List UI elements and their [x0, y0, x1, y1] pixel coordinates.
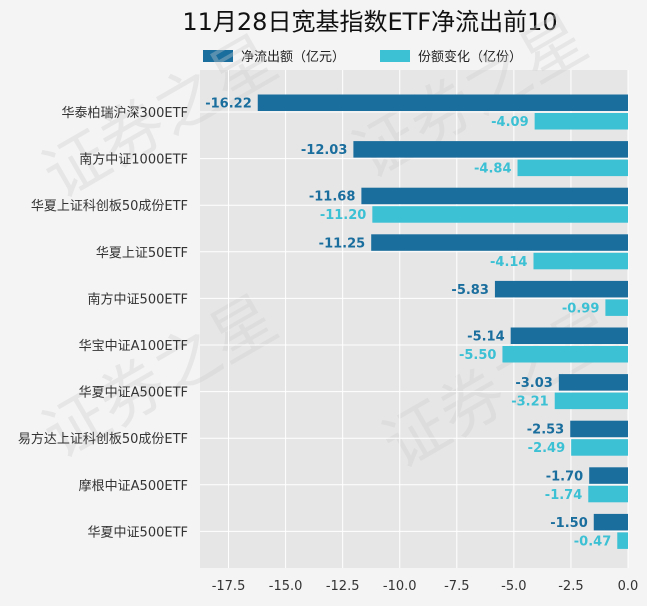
category-label: 华夏中证500ETF — [88, 525, 188, 540]
legend-label-share-change: 份额变化（亿份） — [418, 49, 522, 65]
data-label-net-outflow: -3.03 — [515, 376, 552, 391]
bar-net-outflow — [361, 187, 628, 205]
category-label: 摩根中证A500ETF — [79, 478, 188, 494]
bar-share-change — [605, 299, 628, 316]
data-label-net-outflow: -1.70 — [546, 469, 583, 484]
x-tick-label: -12.5 — [326, 579, 360, 594]
bar-share-change — [533, 252, 628, 270]
legend-swatch-share-change — [380, 50, 410, 62]
x-tick-label: -2.5 — [558, 579, 583, 594]
category-label: 南方中证1000ETF — [79, 152, 188, 168]
category-label: 华夏上证50ETF — [96, 246, 188, 261]
bar-net-outflow — [494, 280, 628, 298]
bar-share-change — [554, 392, 628, 410]
category-label: 南方中证500ETF — [88, 291, 188, 307]
category-label: 华夏上证科创板50成份ETF — [31, 199, 188, 214]
data-label-share-change: -11.20 — [320, 208, 367, 223]
x-tick-label: -15.0 — [269, 579, 303, 594]
data-label-share-change: -0.99 — [562, 301, 599, 316]
bar-net-outflow — [558, 374, 628, 391]
chart-title: 11月28日宽基指数ETF净流出前10 — [182, 8, 557, 36]
bar-net-outflow — [353, 141, 628, 158]
data-label-share-change: -1.74 — [545, 488, 582, 503]
bar-net-outflow — [593, 513, 628, 531]
bar-share-change — [617, 532, 628, 549]
bar-share-change — [571, 439, 628, 456]
bar-net-outflow — [371, 234, 628, 251]
category-label: 易方达上证科创板50成份ETF — [18, 431, 188, 447]
data-label-share-change: -3.21 — [511, 395, 548, 410]
bar-share-change — [502, 346, 628, 363]
legend-swatch-net-outflow — [203, 50, 233, 62]
data-label-net-outflow: -11.68 — [309, 190, 356, 205]
bar-share-change — [588, 485, 628, 503]
bar-share-change — [517, 159, 628, 177]
data-label-net-outflow: -16.22 — [205, 97, 252, 112]
data-label-net-outflow: -2.53 — [527, 423, 564, 438]
data-label-share-change: -4.84 — [474, 162, 511, 177]
bar-share-change — [534, 113, 628, 130]
category-label: 华宝中证A100ETF — [79, 339, 188, 354]
data-label-net-outflow: -5.83 — [451, 283, 488, 298]
x-tick-label: -7.5 — [444, 579, 469, 594]
legend: 净流出额（亿元） 份额变化（亿份） — [203, 49, 522, 65]
x-tick-label: -17.5 — [212, 579, 246, 594]
data-label-share-change: -4.09 — [491, 115, 528, 130]
data-label-share-change: -0.47 — [574, 534, 611, 549]
data-label-share-change: -4.14 — [490, 255, 527, 270]
category-label: 华泰柏瑞沪深300ETF — [62, 105, 188, 121]
bar-share-change — [372, 206, 628, 223]
data-label-net-outflow: -1.50 — [550, 516, 587, 531]
legend-label-net-outflow: 净流出额（亿元） — [241, 50, 345, 65]
x-tick-label: -10.0 — [383, 579, 417, 594]
bar-net-outflow — [510, 327, 628, 344]
data-label-share-change: -5.50 — [459, 348, 496, 363]
x-tick-label: -5.0 — [501, 579, 526, 594]
bar-net-outflow — [570, 420, 628, 438]
bar-net-outflow — [257, 94, 628, 111]
bar-net-outflow — [589, 467, 628, 484]
data-label-net-outflow: -11.25 — [319, 236, 366, 251]
data-label-share-change: -2.49 — [528, 441, 565, 456]
data-label-net-outflow: -12.03 — [301, 143, 348, 158]
x-tick-label: 0.0 — [618, 579, 639, 594]
category-label: 华夏中证A500ETF — [79, 386, 188, 401]
data-label-net-outflow: -5.14 — [467, 330, 504, 345]
